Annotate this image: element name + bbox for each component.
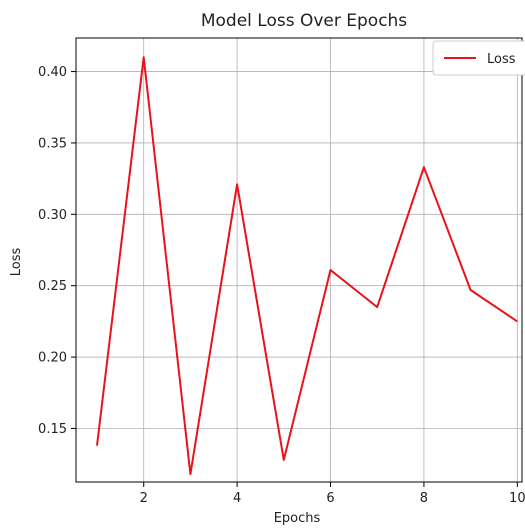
series-layer (96, 56, 518, 476)
y-tick-label: 0.40 (38, 65, 67, 80)
chart-title: Model Loss Over Epochs (201, 11, 407, 31)
x-tick-label: 2 (140, 491, 148, 506)
x-tick-label: 8 (420, 491, 428, 506)
x-tick-label: 10 (509, 491, 525, 506)
x-tick-label: 4 (233, 491, 241, 506)
y-tick-label: 0.25 (38, 279, 67, 294)
grid (76, 38, 522, 482)
y-tick-label: 0.15 (38, 422, 67, 437)
axis-ticks: 2 4 6 8 10 0.15 0.20 0.25 0.30 0.35 0.40 (38, 65, 525, 506)
legend-box (432, 40, 525, 76)
y-axis-label: Loss (9, 248, 24, 277)
plot-frame (75, 37, 523, 483)
legend: Loss (432, 40, 525, 76)
y-tick-label: 0.35 (38, 136, 67, 151)
series-line-loss (96, 56, 518, 476)
y-tick-label: 0.30 (38, 208, 67, 223)
legend-label-loss: Loss (487, 52, 516, 67)
y-tick-label: 0.20 (38, 351, 67, 366)
x-tick-label: 6 (326, 491, 334, 506)
x-axis-label: Epochs (274, 511, 321, 526)
